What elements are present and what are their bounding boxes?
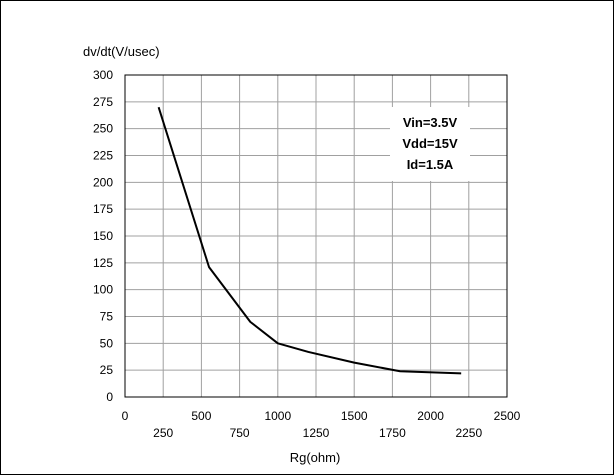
x-tick-label: 1000 <box>264 409 291 423</box>
x-tick-label: 0 <box>122 409 129 423</box>
y-tick-label: 50 <box>100 336 114 350</box>
y-tick-label: 25 <box>100 363 114 377</box>
x-tick-label: 500 <box>191 409 211 423</box>
y-tick-label: 300 <box>93 68 113 82</box>
y-tick-label: 175 <box>93 202 113 216</box>
y-tick-label: 75 <box>100 310 114 324</box>
x-axis: 0 500 1000 1500 2000 2500 250 750 1250 1750 2250 <box>122 409 521 440</box>
y-tick-label: 225 <box>93 149 113 163</box>
annotation-vin: Vin=3.5V <box>403 115 458 130</box>
x-tick-label: 1750 <box>379 426 406 440</box>
y-tick-label: 250 <box>93 122 113 136</box>
x-tick-label: 1500 <box>341 409 368 423</box>
series-line <box>157 106 462 375</box>
annotation-box <box>390 107 470 181</box>
x-axis-label: Rg(ohm) <box>290 450 341 465</box>
annotation-vdd: Vdd=15V <box>402 136 458 151</box>
y-tick-label: 275 <box>93 95 113 109</box>
y-tick-label: 200 <box>93 175 113 189</box>
plot-area <box>124 74 508 398</box>
y-tick-label: 150 <box>93 229 113 243</box>
x-tick-label: 250 <box>153 426 173 440</box>
y-tick-label: 125 <box>93 256 113 270</box>
y-axis-label: dv/dt(V/usec) <box>83 44 160 59</box>
y-tick-label: 100 <box>93 283 113 297</box>
x-tick-label: 2250 <box>455 426 482 440</box>
y-axis: 0 25 50 75 100 125 150 175 200 225 250 275 300 <box>93 68 113 404</box>
x-tick-label: 750 <box>230 426 250 440</box>
y-tick-label: 0 <box>106 390 113 404</box>
x-tick-label: 1250 <box>303 426 330 440</box>
annotation-id: Id=1.5A <box>407 157 454 172</box>
x-tick-label: 2500 <box>494 409 521 423</box>
x-tick-label: 2000 <box>417 409 444 423</box>
series-group <box>157 106 462 375</box>
